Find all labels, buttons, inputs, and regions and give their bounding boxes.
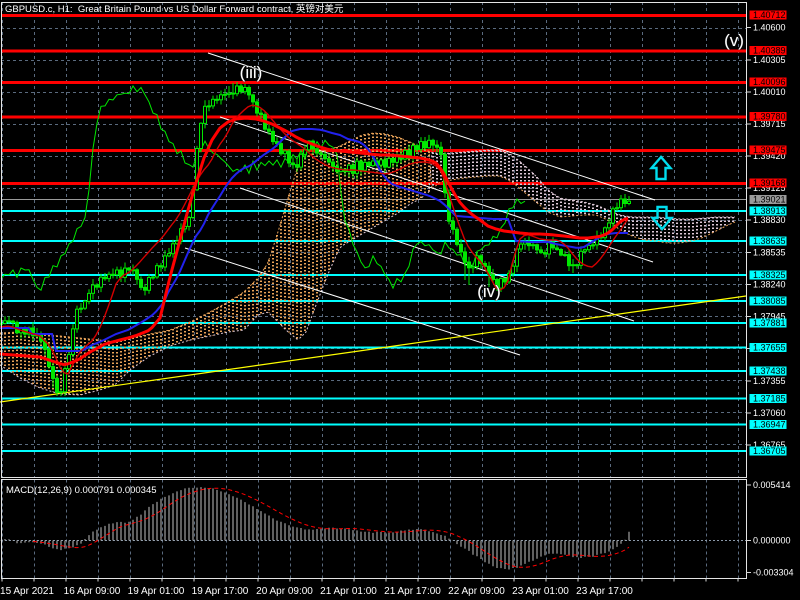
svg-text:23 Apr 17:00: 23 Apr 17:00 xyxy=(576,586,633,597)
svg-text:1.39125: 1.39125 xyxy=(753,183,786,193)
svg-text:1.38635: 1.38635 xyxy=(753,236,786,246)
svg-text:1.37185: 1.37185 xyxy=(753,394,786,404)
svg-text:(iv): (iv) xyxy=(477,282,501,301)
svg-text:19 Apr 17:00: 19 Apr 17:00 xyxy=(192,586,249,597)
svg-text:1.36947: 1.36947 xyxy=(753,420,786,430)
svg-text:1.39715: 1.39715 xyxy=(753,119,786,129)
svg-text:1.38830: 1.38830 xyxy=(753,215,786,225)
svg-text:(v): (v) xyxy=(724,31,744,50)
svg-text:(iii): (iii) xyxy=(240,63,263,82)
svg-text:1.37355: 1.37355 xyxy=(753,376,786,386)
svg-text:1.38240: 1.38240 xyxy=(753,280,786,290)
svg-text:20 Apr 09:00: 20 Apr 09:00 xyxy=(256,586,313,597)
svg-text:1.39168: 1.39168 xyxy=(753,178,786,188)
svg-text:1.39780: 1.39780 xyxy=(753,112,786,122)
svg-text:-0.003304: -0.003304 xyxy=(753,568,794,578)
svg-text:16 Apr 09:00: 16 Apr 09:00 xyxy=(64,586,121,597)
svg-text:GBPUSD.c, H1: Great Britain P: GBPUSD.c, H1: Great Britain Pound vs US … xyxy=(5,3,344,15)
svg-text:1.40712: 1.40712 xyxy=(753,10,786,20)
svg-text:1.37438: 1.37438 xyxy=(753,366,786,376)
svg-text:1.37881: 1.37881 xyxy=(753,318,786,328)
svg-text:1.38085: 1.38085 xyxy=(753,296,786,306)
svg-text:1.40305: 1.40305 xyxy=(753,55,786,65)
svg-text:1.37655: 1.37655 xyxy=(753,343,786,353)
svg-text:0.000000: 0.000000 xyxy=(753,536,791,546)
svg-text:1.39021: 1.39021 xyxy=(753,195,786,205)
svg-text:1.36765: 1.36765 xyxy=(753,440,786,450)
svg-text:21 Apr 01:00: 21 Apr 01:00 xyxy=(320,586,377,597)
svg-text:1.40010: 1.40010 xyxy=(753,87,786,97)
svg-text:19 Apr 01:00: 19 Apr 01:00 xyxy=(128,586,185,597)
svg-text:23 Apr 01:00: 23 Apr 01:00 xyxy=(512,586,569,597)
svg-text:15 Apr 2021: 15 Apr 2021 xyxy=(0,586,54,597)
svg-text:1.40096: 1.40096 xyxy=(753,77,786,87)
svg-text:0.005414: 0.005414 xyxy=(753,480,791,490)
svg-text:22 Apr 09:00: 22 Apr 09:00 xyxy=(448,586,505,597)
svg-text:1.38535: 1.38535 xyxy=(753,248,786,258)
svg-text:1.38913: 1.38913 xyxy=(753,206,786,216)
svg-text:1.38325: 1.38325 xyxy=(753,270,786,280)
svg-text:MACD(12,26,9) 0.000791 0.00034: MACD(12,26,9) 0.000791 0.000345 xyxy=(6,485,157,496)
svg-text:1.40600: 1.40600 xyxy=(753,23,786,33)
svg-text:1.39420: 1.39420 xyxy=(753,151,786,161)
svg-text:1.40389: 1.40389 xyxy=(753,46,786,56)
svg-text:1.37060: 1.37060 xyxy=(753,408,786,418)
svg-text:1.36705: 1.36705 xyxy=(753,446,786,456)
svg-text:21 Apr 17:00: 21 Apr 17:00 xyxy=(384,586,441,597)
svg-text:1.39475: 1.39475 xyxy=(753,145,786,155)
svg-text:1.37945: 1.37945 xyxy=(753,312,786,322)
